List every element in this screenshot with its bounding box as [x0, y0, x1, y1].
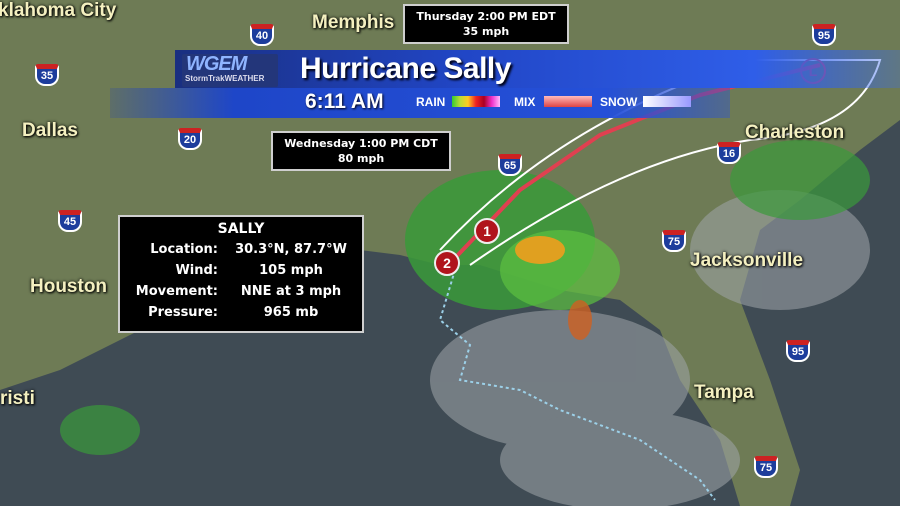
- logo-text: WGEM: [186, 53, 247, 75]
- track-point: 1: [474, 218, 500, 244]
- info-value: 105 mph: [259, 263, 323, 278]
- forecast-time: Wednesday 1:00 PM CDT: [284, 137, 438, 150]
- info-value: NNE at 3 mph: [240, 284, 342, 299]
- city-label: Charleston: [745, 122, 845, 143]
- forecast-time: Thursday 2:00 PM EDT: [416, 10, 556, 23]
- info-label: Pressure:: [148, 305, 218, 320]
- time-banner: [110, 88, 730, 118]
- city-label: Houston: [30, 276, 108, 297]
- interstate-shield: 16: [717, 142, 741, 164]
- info-label: Movement:: [135, 284, 218, 299]
- legend-rain-swatch: [452, 96, 500, 107]
- title-banner: [175, 50, 900, 88]
- info-row: Movement: NNE at 3 mph: [128, 281, 354, 302]
- page-title: Hurricane Sally: [300, 52, 511, 85]
- logo-subtext: StormTrakWEATHER: [185, 74, 265, 83]
- info-value: 30.3°N, 87.7°W: [235, 242, 347, 257]
- info-row: Wind: 105 mph: [128, 260, 354, 281]
- forecast-wind: 80 mph: [337, 152, 385, 165]
- interstate-shield: 75: [662, 230, 686, 252]
- info-label: Wind:: [175, 263, 218, 278]
- info-value: 965 mb: [263, 305, 319, 320]
- interstate-shield: 95: [812, 24, 836, 46]
- timestamp: 6:11 AM: [305, 90, 384, 113]
- interstate-shield: 75: [754, 456, 778, 478]
- interstate-shield: 65: [498, 154, 522, 176]
- city-label: Memphis: [312, 12, 395, 33]
- track-point: 2: [434, 250, 460, 276]
- city-label: Jacksonville: [690, 250, 804, 271]
- station-logo: WGEM StormTrakWEATHER: [182, 54, 278, 87]
- interstate-shield: 40: [250, 24, 274, 46]
- clouds: [430, 190, 870, 506]
- city-label: risti: [0, 388, 35, 409]
- legend-rain-label: RAIN: [416, 95, 446, 109]
- legend-snow-swatch: [643, 96, 691, 107]
- storm-info-box: SALLY Location: 30.3°N, 87.7°W Wind: 105 m…: [118, 215, 364, 333]
- legend-mix-label: MIX: [514, 95, 536, 109]
- radar-echoes: [60, 140, 870, 455]
- city-label: klahoma City: [0, 0, 117, 21]
- cone-of-uncertainty: [439, 59, 882, 266]
- interstate-shield: 20: [178, 128, 202, 150]
- legend-snow-label: SNOW: [600, 95, 638, 109]
- forecast-wind: 35 mph: [462, 25, 510, 38]
- info-label: Location:: [150, 242, 218, 257]
- info-row: Location: 30.3°N, 87.7°W: [128, 239, 354, 260]
- forecast-box-wednesday: Wednesday 1:00 PM CDT 80 mph: [271, 131, 451, 171]
- forecast-box-thursday: Thursday 2:00 PM EDT 35 mph: [403, 4, 569, 44]
- city-label: Tampa: [694, 382, 754, 403]
- city-label: Dallas: [22, 120, 78, 141]
- legend-mix-swatch: [544, 96, 592, 107]
- interstate-shield: 35: [35, 64, 59, 86]
- interstate-shield: 45: [58, 210, 82, 232]
- past-track: [438, 269, 716, 501]
- info-row: Pressure: 965 mb: [128, 302, 354, 323]
- storm-name: SALLY: [217, 221, 265, 237]
- interstate-shield: 95: [786, 340, 810, 362]
